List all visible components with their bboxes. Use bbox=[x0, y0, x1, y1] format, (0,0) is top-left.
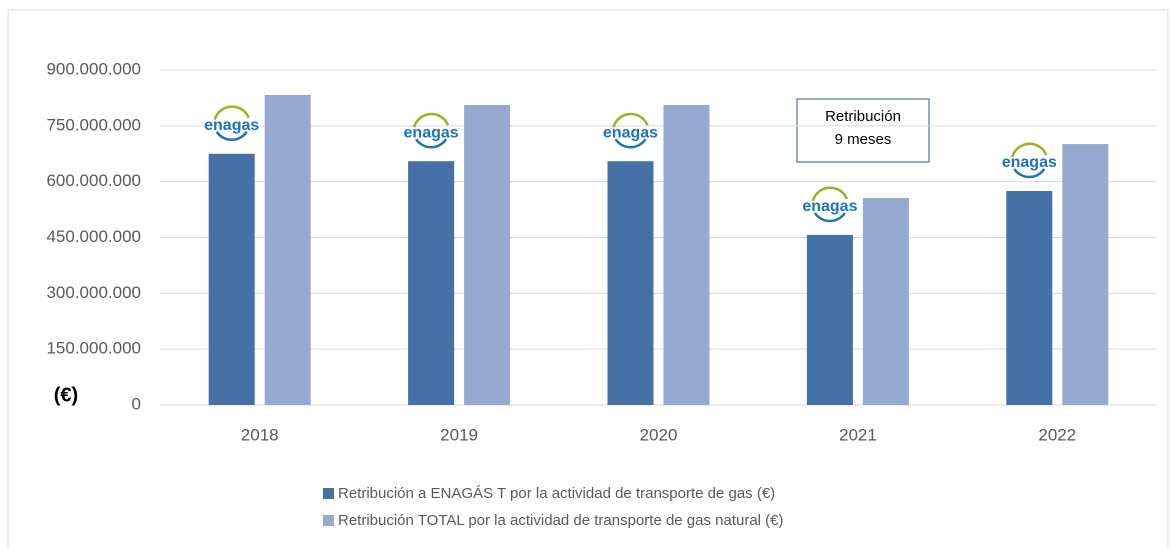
logo-text: enagas bbox=[204, 117, 259, 134]
x-tick-label: 2022 bbox=[1038, 425, 1076, 444]
logo-arc bbox=[215, 130, 248, 141]
logo: enagas bbox=[1002, 142, 1057, 179]
legend-swatch bbox=[323, 515, 334, 526]
logo-text: enagas bbox=[802, 198, 857, 215]
bar bbox=[1006, 190, 1053, 405]
logo-arc bbox=[614, 138, 647, 149]
logo-arc bbox=[813, 212, 846, 223]
y-tick-label: 450.000.000 bbox=[46, 227, 141, 246]
y-axis-label: (€) bbox=[54, 384, 78, 406]
bar bbox=[264, 94, 311, 405]
logo-arc bbox=[412, 112, 450, 128]
x-tick-label: 2021 bbox=[839, 425, 877, 444]
legend-label: Retribución a ENAGÁS T por la actividad … bbox=[338, 485, 775, 502]
y-tick-label: 150.000.000 bbox=[46, 339, 141, 358]
legend-swatch bbox=[323, 488, 334, 499]
y-tick-label: 600.000.000 bbox=[46, 171, 141, 190]
annotation-box bbox=[796, 98, 930, 163]
bar bbox=[663, 104, 710, 405]
logo-arc bbox=[612, 112, 649, 128]
bar bbox=[862, 198, 909, 405]
y-tick-label: 300.000.000 bbox=[46, 283, 141, 302]
bar bbox=[1062, 144, 1109, 406]
logo-arc bbox=[213, 105, 250, 121]
annotation: 9 meses bbox=[835, 131, 892, 148]
legend-label: Retribución TOTAL por la actividad de tr… bbox=[338, 512, 784, 529]
chart-frame bbox=[7, 9, 1169, 551]
logo-arc bbox=[811, 186, 849, 202]
annotation: Retribución bbox=[825, 108, 901, 125]
bar bbox=[607, 161, 654, 405]
logo-arc bbox=[1011, 142, 1048, 158]
x-tick-label: 2018 bbox=[241, 425, 279, 444]
bar bbox=[806, 234, 853, 405]
logo-text: enagas bbox=[404, 124, 459, 141]
logo-text: enagas bbox=[603, 124, 658, 141]
logo: enagas bbox=[603, 112, 658, 149]
y-tick-label: 750.000.000 bbox=[46, 115, 141, 134]
logo: enagas bbox=[802, 186, 858, 223]
bar bbox=[464, 104, 511, 405]
logo: enagas bbox=[404, 112, 459, 149]
y-tick-label: 0 bbox=[132, 394, 141, 413]
bar bbox=[208, 153, 255, 405]
bar bbox=[408, 161, 455, 405]
x-tick-label: 2019 bbox=[440, 425, 478, 444]
logo: enagas bbox=[204, 105, 259, 141]
x-tick-label: 2020 bbox=[640, 425, 678, 444]
logo-arc bbox=[1013, 168, 1046, 179]
logo-arc bbox=[415, 138, 448, 149]
logo-text: enagas bbox=[1002, 154, 1057, 171]
y-tick-label: 900.000.000 bbox=[46, 59, 141, 78]
